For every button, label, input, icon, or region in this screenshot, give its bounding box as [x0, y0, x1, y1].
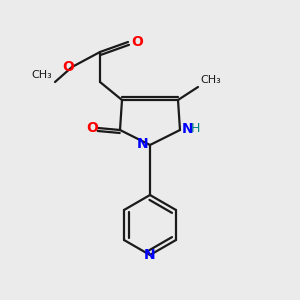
Text: N: N	[144, 248, 156, 262]
Text: H: H	[191, 122, 200, 136]
Text: N: N	[182, 122, 194, 136]
Text: CH₃: CH₃	[31, 70, 52, 80]
Text: N: N	[136, 137, 148, 151]
Text: O: O	[62, 60, 74, 74]
Text: O: O	[86, 121, 98, 135]
Text: CH₃: CH₃	[200, 75, 221, 85]
Text: O: O	[131, 35, 143, 49]
